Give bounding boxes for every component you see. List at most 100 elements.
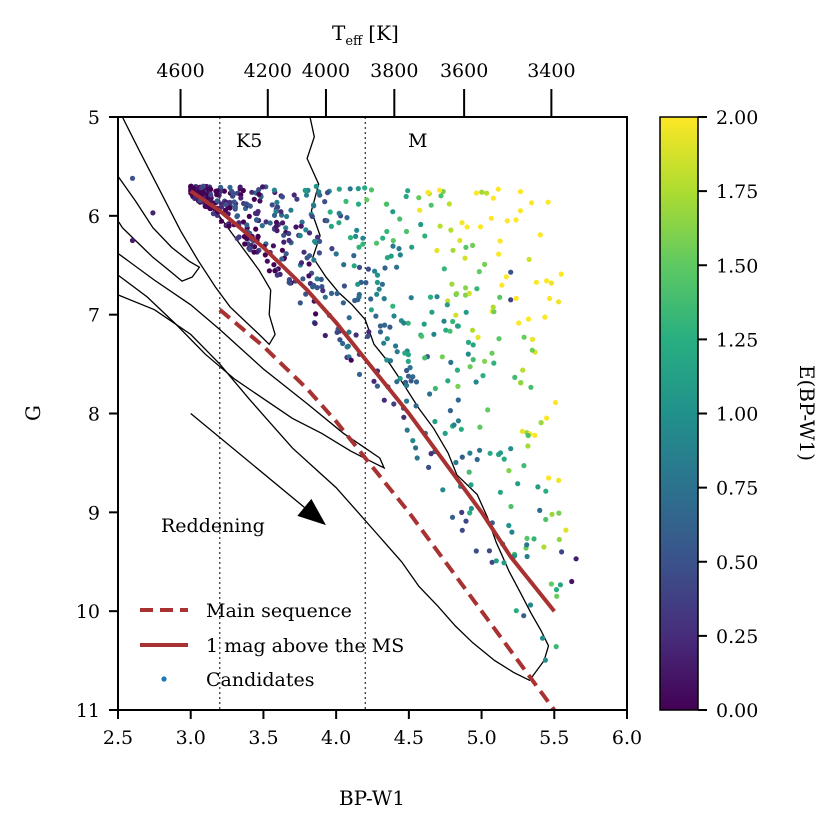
candidate-point bbox=[503, 274, 509, 280]
candidate-point bbox=[360, 241, 366, 247]
candidate-point bbox=[539, 635, 546, 641]
candidate-point bbox=[474, 286, 480, 292]
candidate-point bbox=[210, 211, 216, 217]
candidate-point bbox=[418, 221, 424, 228]
candidate-point bbox=[496, 251, 502, 257]
candidate-point bbox=[404, 427, 410, 433]
colorbar bbox=[659, 116, 699, 711]
top-axis-label-sub: eff bbox=[345, 34, 364, 49]
candidate-point bbox=[280, 220, 286, 226]
candidate-point bbox=[384, 201, 390, 207]
candidate-point bbox=[355, 297, 361, 303]
candidate-point bbox=[281, 239, 287, 245]
candidate-point bbox=[311, 257, 317, 263]
candidate-point bbox=[553, 587, 560, 593]
candidate-point bbox=[526, 256, 532, 262]
candidate-point bbox=[463, 518, 469, 524]
candidate-point bbox=[485, 407, 491, 413]
candidate-point bbox=[517, 208, 524, 214]
candidate-point bbox=[241, 234, 247, 240]
candidate-point bbox=[525, 443, 531, 449]
candidate-point bbox=[493, 558, 499, 564]
candidate-point bbox=[513, 295, 519, 301]
candidate-point bbox=[271, 212, 278, 218]
colorbar-tick-label: 1.50 bbox=[716, 255, 758, 277]
candidate-point bbox=[317, 238, 323, 244]
candidate-point bbox=[279, 194, 285, 200]
candidate-point bbox=[459, 509, 465, 515]
candidate-point bbox=[447, 328, 453, 334]
candidate-point bbox=[309, 213, 315, 220]
candidate-point bbox=[501, 456, 507, 462]
candidate-point bbox=[521, 334, 527, 340]
candidate-point bbox=[319, 284, 325, 290]
candidate-point bbox=[569, 578, 575, 585]
candidate-point bbox=[444, 302, 450, 308]
candidate-point bbox=[322, 332, 328, 339]
density-contours bbox=[118, 117, 550, 682]
candidate-point bbox=[312, 238, 318, 244]
candidate-point bbox=[322, 199, 328, 205]
candidate-point bbox=[320, 288, 326, 294]
candidate-point bbox=[546, 475, 552, 481]
candidate-point bbox=[255, 233, 261, 239]
candidate-point bbox=[374, 291, 380, 297]
candidate-point bbox=[466, 469, 472, 475]
candidate-point bbox=[300, 276, 306, 282]
candidate-point bbox=[524, 553, 530, 560]
y-tick-label: 10 bbox=[76, 601, 100, 623]
candidate-point bbox=[509, 529, 515, 535]
y-tick-label: 7 bbox=[88, 305, 100, 327]
candidate-point bbox=[382, 265, 388, 271]
candidate-point bbox=[272, 268, 278, 274]
candidate-point bbox=[327, 209, 333, 215]
candidate-point bbox=[279, 256, 285, 262]
candidate-point bbox=[198, 185, 204, 191]
candidate-point bbox=[524, 542, 530, 548]
candidate-point bbox=[274, 228, 280, 234]
colorbar-label: E(BP-W1) bbox=[795, 365, 819, 461]
candidate-point bbox=[491, 360, 497, 366]
candidate-point bbox=[409, 244, 415, 250]
candidate-point bbox=[129, 175, 136, 181]
x-tick-label: 5.0 bbox=[466, 727, 496, 749]
candidate-point bbox=[222, 207, 229, 213]
top-tick-label: 3600 bbox=[440, 60, 488, 82]
candidate-point bbox=[343, 198, 349, 204]
candidate-point bbox=[297, 233, 303, 239]
candidate-point bbox=[294, 196, 300, 202]
candidate-point bbox=[324, 218, 330, 224]
candidate-point bbox=[428, 202, 434, 208]
candidate-point bbox=[413, 445, 419, 451]
candidate-point bbox=[256, 187, 262, 193]
candidate-point bbox=[469, 327, 476, 333]
candidate-point bbox=[546, 295, 553, 302]
candidate-point bbox=[520, 367, 526, 373]
candidate-point bbox=[410, 438, 416, 444]
candidate-point bbox=[380, 235, 386, 241]
candidate-point bbox=[404, 398, 410, 404]
candidate-point bbox=[316, 250, 322, 256]
candidate-point bbox=[445, 298, 451, 304]
candidate-point bbox=[463, 309, 469, 315]
candidate-point bbox=[336, 186, 342, 192]
candidate-point bbox=[542, 657, 549, 663]
top-tick-label: 3800 bbox=[370, 60, 418, 82]
legend-label-candidates: Candidates bbox=[206, 669, 314, 691]
candidate-point bbox=[259, 223, 265, 229]
candidate-point bbox=[396, 246, 402, 252]
candidate-point bbox=[528, 384, 534, 390]
candidate-point bbox=[263, 219, 269, 225]
candidate-point bbox=[336, 210, 342, 216]
candidate-point bbox=[487, 450, 493, 456]
candidate-point bbox=[524, 535, 530, 542]
candidate-point bbox=[318, 276, 324, 282]
candidate-point bbox=[426, 464, 432, 470]
candidate-point bbox=[434, 247, 440, 254]
candidate-point bbox=[525, 432, 531, 439]
candidate-point bbox=[470, 242, 476, 248]
candidate-point bbox=[150, 210, 156, 216]
candidate-point bbox=[454, 367, 460, 373]
x-tick-label: 3.5 bbox=[248, 727, 278, 749]
candidate-point bbox=[463, 285, 469, 291]
